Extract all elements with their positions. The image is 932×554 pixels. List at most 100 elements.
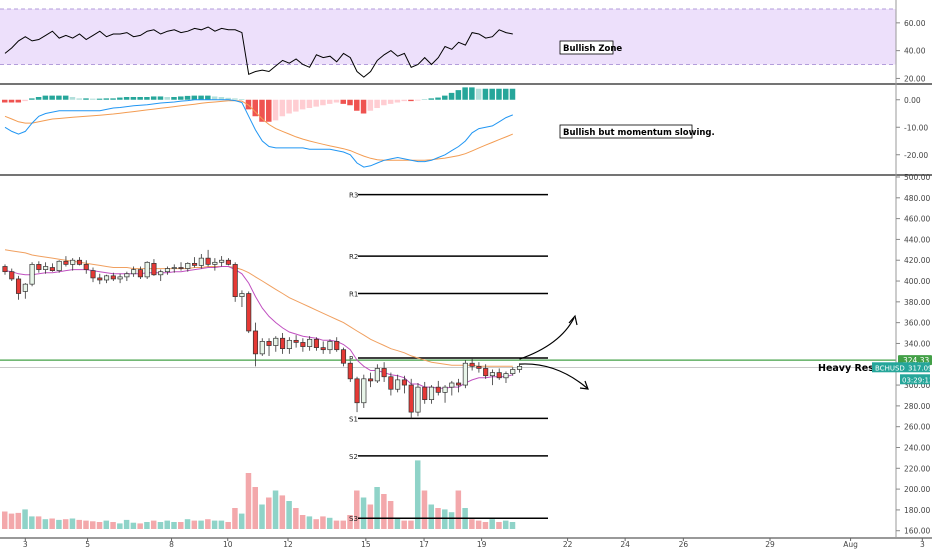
macd-histogram-bar xyxy=(8,99,15,103)
volume-bar xyxy=(313,519,319,529)
macd-histogram-bar xyxy=(313,99,319,107)
candle-up xyxy=(164,268,171,273)
y-tick-label: 440.00 xyxy=(904,235,930,244)
macd-histogram-bar xyxy=(56,95,62,100)
macd-histogram-bar xyxy=(286,99,292,114)
y-tick-label: -10.00 xyxy=(904,123,928,132)
macd-signal-line xyxy=(4,100,513,161)
volume-bar xyxy=(245,473,252,529)
candle-down xyxy=(49,267,55,271)
macd-histogram-bar xyxy=(489,88,495,100)
pivot-label: S3 xyxy=(349,515,358,523)
candle-up xyxy=(103,275,110,281)
macd-histogram-bar xyxy=(326,99,333,104)
candle-up xyxy=(43,266,49,270)
rsi-annotation: Bullish Zone xyxy=(563,44,622,54)
ema-slow-line xyxy=(4,249,513,367)
y-tick-label: 340.00 xyxy=(904,339,930,348)
volume-bar xyxy=(83,520,89,529)
x-tick-label: Aug xyxy=(843,540,858,549)
macd-histogram-bar xyxy=(83,98,89,100)
mark-price-tag xyxy=(872,362,930,373)
candle-up xyxy=(374,368,380,382)
macd-histogram-bar xyxy=(421,99,428,100)
candle-up xyxy=(286,339,292,350)
volume-bar xyxy=(421,490,428,529)
macd-histogram-bar xyxy=(15,99,22,103)
candle-down xyxy=(151,262,157,276)
volume-bar xyxy=(56,519,62,529)
x-tick-label: 22 xyxy=(563,540,573,549)
rsi-panel xyxy=(0,8,896,78)
candle-down xyxy=(36,264,42,270)
rsi-annotation-box xyxy=(559,40,614,55)
macd-histogram-bar xyxy=(354,99,360,111)
candle-down xyxy=(192,262,198,266)
x-tick-label: 12 xyxy=(283,540,293,549)
candle-down xyxy=(76,259,83,265)
volume-bar xyxy=(211,520,218,529)
macd-histogram-bar xyxy=(502,88,509,100)
volume-bar xyxy=(103,520,110,529)
candle-down xyxy=(347,362,353,380)
candle-down xyxy=(90,270,96,279)
pivot-label: R1 xyxy=(349,291,358,299)
rsi-bullish-zone xyxy=(0,8,896,65)
x-tick-label: 15 xyxy=(361,540,371,549)
volume-bar xyxy=(110,522,116,529)
y-tick-label: 420.00 xyxy=(904,256,930,265)
volume-bar xyxy=(232,508,238,529)
volume-bar xyxy=(408,520,414,529)
macd-histogram-bar xyxy=(387,99,394,104)
y-tick-label: 180.00 xyxy=(904,506,930,515)
y-tick-label: 240.00 xyxy=(904,443,930,452)
volume-bar xyxy=(22,509,28,529)
candle-up xyxy=(22,283,28,292)
macd-histogram-bar xyxy=(469,87,475,100)
candle-down xyxy=(381,368,387,378)
x-tick-label: 24 xyxy=(620,540,630,549)
macd-histogram-bar xyxy=(62,95,69,100)
y-tick-label: 480.00 xyxy=(904,194,930,203)
volume-bar xyxy=(62,519,69,529)
macd-histogram-bar xyxy=(245,99,252,110)
candle-down xyxy=(15,278,22,294)
candle-up xyxy=(171,267,177,269)
candle-down xyxy=(293,339,299,343)
volume-bar xyxy=(42,519,49,529)
volume-bar xyxy=(184,519,191,529)
candle-down xyxy=(225,259,231,265)
pivot-label: S1 xyxy=(349,415,358,423)
y-axis: 60.00 40.00 20.00 0.00 -10.00 -20.00 500.00 480… xyxy=(0,0,932,539)
candle-up xyxy=(395,379,401,390)
macd-histogram-bar xyxy=(333,99,340,103)
volume-bar xyxy=(320,516,326,529)
candle-up xyxy=(212,261,218,265)
macd-histogram-bar xyxy=(2,99,8,103)
candle-down xyxy=(300,342,306,347)
candle-down xyxy=(313,338,319,348)
volume-bar xyxy=(259,504,265,529)
macd-histogram-bar xyxy=(150,96,157,100)
volume-bar xyxy=(286,501,292,529)
candle-down xyxy=(137,269,143,278)
macd-histogram-bar xyxy=(22,99,28,102)
volume-bar xyxy=(96,522,103,529)
candle-down xyxy=(320,347,326,351)
candle-down xyxy=(232,264,238,297)
y-tick-label: 360.00 xyxy=(904,319,930,328)
y-tick-label: 220.00 xyxy=(904,464,930,473)
candle-up xyxy=(198,257,204,266)
x-tick-label: 5 xyxy=(85,540,90,549)
macd-histogram-bar xyxy=(428,98,435,100)
candle-down xyxy=(246,293,252,332)
candle-down xyxy=(340,349,347,364)
macd-histogram-bar xyxy=(110,98,116,100)
macd-histogram-bar xyxy=(198,95,204,100)
macd-histogram-bar xyxy=(266,99,272,122)
volume-bar xyxy=(293,508,299,529)
macd-histogram-bar xyxy=(42,95,49,100)
macd-histogram-bar xyxy=(191,95,198,100)
ema-fast-line xyxy=(4,266,513,389)
down-arrow-head xyxy=(579,380,589,390)
